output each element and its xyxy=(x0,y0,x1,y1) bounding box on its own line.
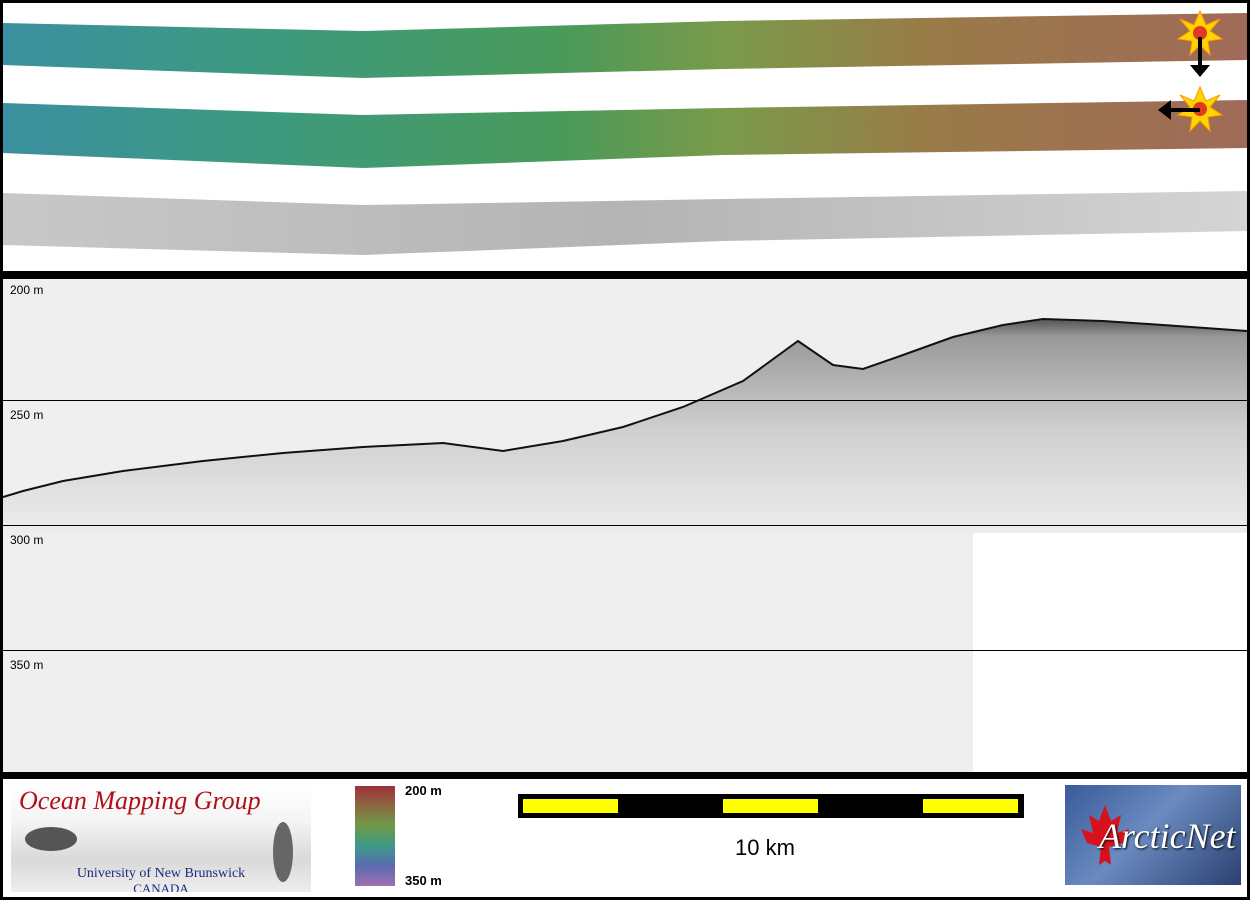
profile-panel: 200 m 250 m 300 m 350 m xyxy=(3,279,1247,772)
scale-segment xyxy=(723,799,818,813)
ocean-mapping-group-logo: Ocean Mapping Group University of New Br… xyxy=(11,784,311,892)
backscatter-swath xyxy=(3,191,1247,255)
arrow-left-icon xyxy=(1158,100,1200,120)
swath-map xyxy=(3,9,1247,255)
omg-country: CANADA xyxy=(133,881,189,892)
scale-label: 10 km xyxy=(735,835,795,860)
scale-segment xyxy=(523,799,618,813)
depth-colorbar xyxy=(355,786,395,886)
arcticnet-logo: ArcticNet xyxy=(1065,785,1241,885)
maple-leaf-icon xyxy=(1081,805,1129,865)
depth-line xyxy=(3,400,1247,401)
seabed-line xyxy=(3,317,1247,498)
omg-title: Ocean Mapping Group xyxy=(19,786,261,815)
bathymetry-swath-1 xyxy=(3,13,1247,78)
footer-panel: Ocean Mapping Group University of New Br… xyxy=(3,779,1247,897)
seabed-profile xyxy=(3,317,1247,772)
arcticnet-name: ArcticNet xyxy=(1099,816,1236,856)
depth-label: 350 m xyxy=(10,658,44,672)
depth-line xyxy=(3,650,1247,651)
depth-line xyxy=(3,525,1247,526)
scale-bar xyxy=(518,794,1024,818)
depth-label: 300 m xyxy=(10,533,44,547)
depth-label: 200 m xyxy=(10,283,44,297)
colorbar-bottom-label: 350 m xyxy=(405,873,442,888)
seabed-echo-fill xyxy=(3,319,1247,539)
profile-blank-area xyxy=(973,533,1247,772)
arrow-down-icon xyxy=(1190,37,1210,77)
omg-university: University of New Brunswick xyxy=(76,866,246,881)
colorbar-top-label: 200 m xyxy=(405,783,442,798)
bathymetry-swath-2 xyxy=(3,100,1247,168)
depth-label: 250 m xyxy=(10,408,44,422)
omg-logo-graphic xyxy=(25,822,293,882)
swath-panel xyxy=(3,3,1247,271)
scale-segment xyxy=(923,799,1018,813)
